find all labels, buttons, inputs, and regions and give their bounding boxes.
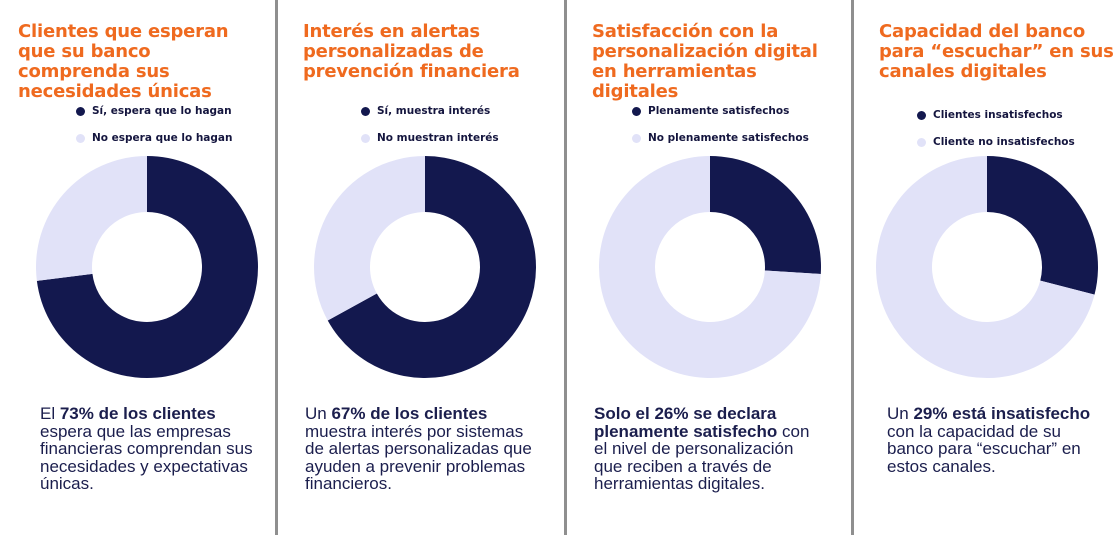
caption: Un 67% de los clientes muestra interés p… [305, 405, 540, 493]
caption-post: con la capacidad de su banco para “escuc… [887, 421, 1081, 476]
donut-slice-primary [710, 156, 821, 274]
legend-dot-light [361, 133, 370, 143]
legend-dot-light [917, 137, 926, 147]
donut-chart [313, 155, 537, 379]
legend-dot-light [76, 133, 85, 143]
legend: Clientes insatisfechos Cliente no insati… [917, 108, 1075, 162]
caption-pre: Un [305, 404, 332, 423]
caption-highlight: 29% está insatisfecho [913, 404, 1091, 423]
donut-chart [35, 155, 259, 379]
panel-title: Satisfacción con la personalización digi… [592, 21, 818, 102]
panel-title: Clientes que esperan que su banco compre… [18, 21, 229, 102]
legend-item: No plenamente satisfechos [632, 131, 809, 145]
donut-chart [875, 155, 1099, 379]
legend-label: No espera que lo hagan [92, 132, 233, 144]
donut-svg [876, 156, 1098, 378]
legend-dot-dark [917, 110, 926, 120]
caption-post: muestra interés por sistemas de alertas … [305, 421, 532, 493]
caption-pre: El [40, 404, 60, 423]
legend-label: Sí, espera que lo hagan [92, 105, 232, 117]
donut-slice-remainder [876, 156, 1095, 378]
donut-svg [35, 156, 258, 378]
panel-expectations: Clientes que esperan que su banco compre… [18, 0, 268, 535]
donut-slice-primary [327, 156, 536, 378]
caption: Un 29% está insatisfecho con la capacida… [887, 405, 1107, 475]
donut-slice-remainder [314, 156, 425, 321]
legend-label: No plenamente satisfechos [648, 132, 809, 144]
panel-satisfaction: Satisfacción con la personalización digi… [592, 0, 842, 535]
legend-dot-dark [361, 106, 370, 116]
legend-label: Cliente no insatisfechos [933, 136, 1075, 148]
legend-label: Plenamente satisfechos [648, 105, 790, 117]
legend-label: Clientes insatisfechos [933, 109, 1063, 121]
donut-slice-primary [987, 156, 1098, 295]
legend-label: No muestran interés [377, 132, 499, 144]
panel-alerts: Interés en alertas personalizadas de pre… [303, 0, 553, 535]
legend: Plenamente satisfechos No plenamente sat… [632, 104, 809, 158]
donut-chart [598, 155, 822, 379]
caption-highlight: 73% de los clientes [59, 404, 216, 423]
legend-item: Sí, espera que lo hagan [76, 104, 232, 118]
legend-dot-dark [76, 106, 85, 116]
legend-item: Clientes insatisfechos [917, 108, 1075, 122]
donut-slice-remainder [35, 156, 147, 281]
panel-divider [564, 0, 567, 535]
legend-label: Sí, muestra interés [377, 105, 491, 117]
legend-item: Cliente no insatisfechos [917, 135, 1075, 149]
legend: Sí, muestra interés No muestran interés [361, 104, 499, 158]
caption-post: espera que las empresas financieras comp… [40, 421, 253, 493]
caption-pre: Un [887, 404, 914, 423]
legend-dot-light [632, 133, 641, 143]
caption: Solo el 26% se declara plenamente satisf… [594, 405, 819, 493]
legend-item: Plenamente satisfechos [632, 104, 809, 118]
donut-slice-remainder [599, 156, 821, 378]
legend-item: No espera que lo hagan [76, 131, 232, 145]
legend-dot-dark [632, 106, 641, 116]
panel-listening: Capacidad del banco para “escuchar” en s… [876, 0, 1115, 535]
panel-title: Capacidad del banco para “escuchar” en s… [879, 21, 1114, 82]
donut-svg [314, 156, 536, 378]
donut-slice-primary [36, 156, 258, 378]
caption-highlight: Solo el 26% se declara plenamente satisf… [594, 404, 778, 441]
legend-item: No muestran interés [361, 131, 499, 145]
donut-svg [599, 156, 821, 378]
legend-item: Sí, muestra interés [361, 104, 499, 118]
legend: Sí, espera que lo hagan No espera que lo… [76, 104, 232, 158]
caption-post: con el nivel de personalización que reci… [594, 421, 810, 493]
panel-divider [275, 0, 278, 535]
panel-divider [851, 0, 854, 535]
caption-highlight: 67% de los clientes [331, 404, 488, 423]
panel-title: Interés en alertas personalizadas de pre… [303, 21, 520, 82]
caption: El 73% de los clientes espera que las em… [40, 405, 270, 493]
